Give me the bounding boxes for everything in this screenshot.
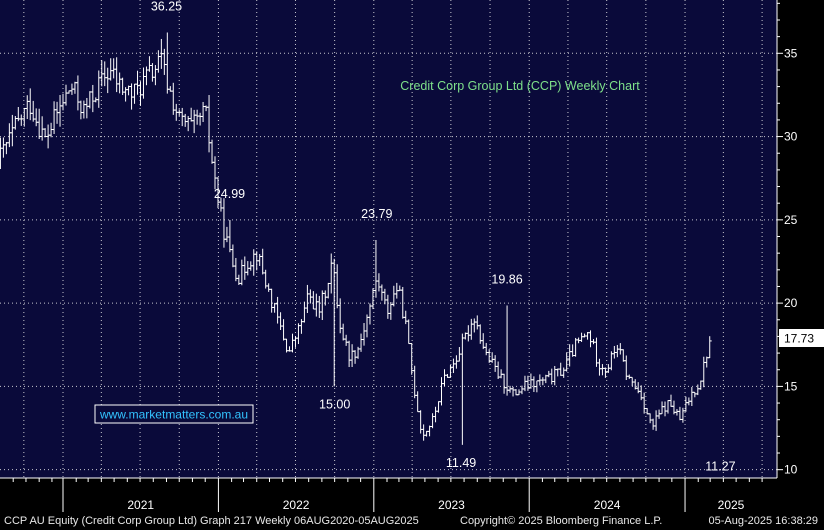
plot-background (0, 0, 777, 478)
x-tick-label: 2023 (438, 498, 465, 512)
y-tick-label: 30 (784, 130, 798, 144)
footer: CCP AU Equity (Credit Corp Group Ltd) Gr… (0, 512, 824, 530)
last-price: 17.73 (784, 332, 814, 346)
y-tick-label: 25 (784, 213, 798, 227)
x-tick-label: 2022 (283, 498, 310, 512)
x-tick-label: 2025 (718, 498, 745, 512)
last-price-tag: 17.73 (779, 329, 824, 347)
annotations: 36.25 24.99 23.79 19.86 15.00 11.49 11.27 (151, 0, 736, 474)
x-tick-label: 2024 (594, 498, 621, 512)
y-tick-label: 15 (784, 379, 798, 393)
y-axis: 10 15 20 25 30 35 (776, 0, 798, 478)
x-axis: 2021 2022 2023 2024 2025 (0, 477, 777, 512)
chart-title: Credit Corp Group Ltd (CCP) Weekly Chart (400, 79, 640, 93)
price-annotation: 19.86 (491, 272, 522, 286)
grid (0, 0, 777, 478)
x-tick-label: 2021 (127, 498, 154, 512)
watermark-link[interactable]: www.marketmatters.com.au (99, 408, 248, 422)
price-annotation: 11.27 (705, 460, 735, 474)
watermark-box[interactable]: www.marketmatters.com.au (94, 404, 254, 424)
price-annotation: 23.79 (361, 207, 392, 221)
price-annotation: 24.99 (214, 187, 245, 201)
y-tick-label: 20 (784, 296, 798, 310)
price-chart: Credit Corp Group Ltd (CCP) Weekly Chart… (0, 0, 824, 512)
price-annotation: 15.00 (319, 397, 350, 411)
price-annotation: 11.49 (446, 456, 476, 470)
y-tick-label: 35 (784, 46, 798, 60)
price-annotation: 36.25 (151, 0, 182, 13)
ohlc-bar (707, 336, 712, 359)
ohlc-bars (0, 32, 712, 445)
y-tick-label: 10 (784, 463, 798, 477)
